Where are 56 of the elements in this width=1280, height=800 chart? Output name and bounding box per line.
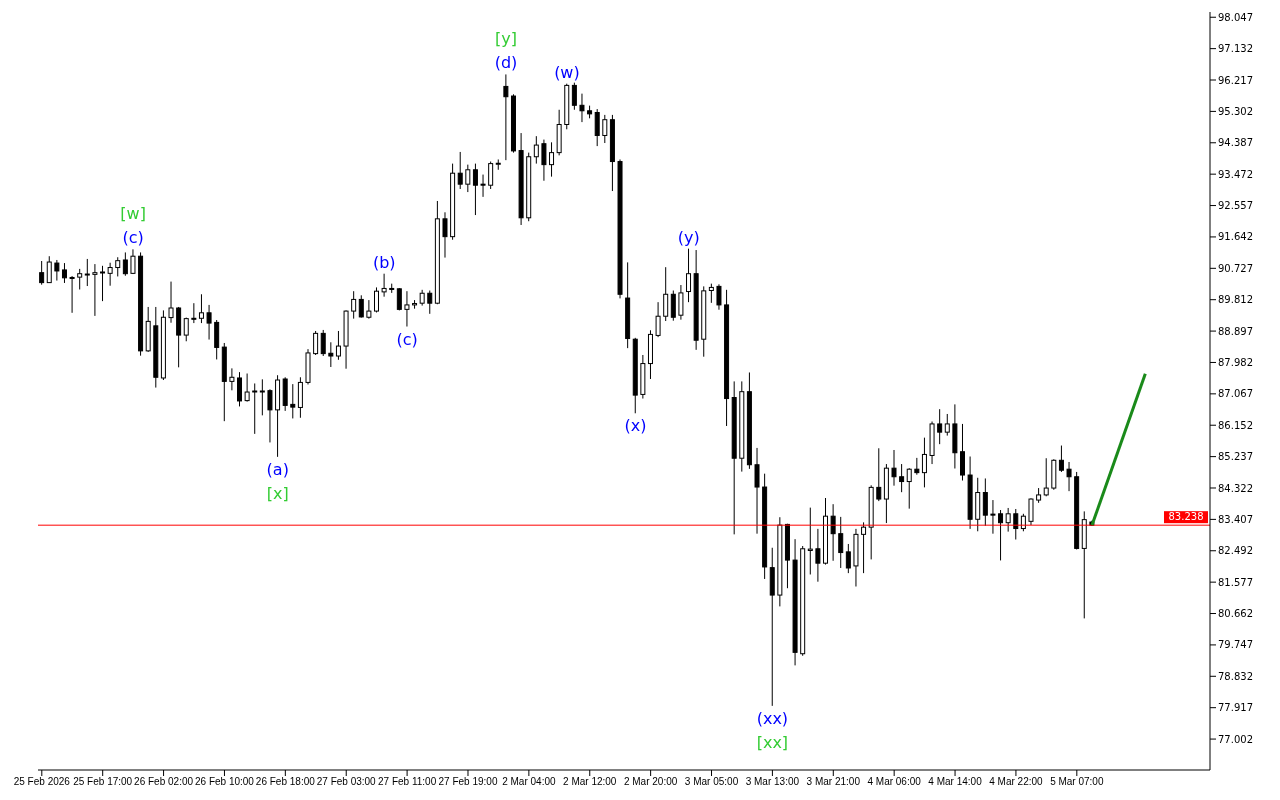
x-tick-label: 2 Mar 12:00 [563, 776, 617, 788]
y-tick-label: 94.387 [1218, 137, 1253, 149]
annotation: (w) [554, 62, 580, 82]
x-tick-label: 4 Mar 14:00 [928, 776, 983, 788]
x-tick-label: 3 Mar 21:00 [806, 776, 861, 788]
x-tick-label: 26 Feb 18:00 [255, 776, 316, 788]
annotation: (xx) [756, 708, 789, 728]
y-tick-label: 77.917 [1218, 702, 1253, 714]
y-tick-label: 82.492 [1218, 545, 1253, 557]
annotation: [w] [120, 204, 146, 224]
annotation: (c) [122, 228, 144, 248]
y-tick-label: 79.747 [1218, 639, 1253, 651]
x-tick-label: 27 Feb 19:00 [438, 776, 498, 788]
y-tick-label: 88.897 [1218, 325, 1253, 337]
y-tick-label: 86.152 [1218, 419, 1253, 431]
y-tick-label: 91.642 [1218, 231, 1253, 243]
x-tick-label: 2 Mar 04:00 [502, 776, 556, 788]
y-tick-label: 92.557 [1218, 200, 1253, 212]
annotation: (b) [372, 252, 396, 272]
y-tick-label: 95.302 [1218, 105, 1253, 117]
y-tick-label: 80.662 [1218, 608, 1253, 620]
annotation: (d) [494, 53, 518, 73]
annotation: (c) [396, 329, 418, 349]
x-tick-label: 2 Mar 20:00 [623, 776, 678, 788]
y-tick-label: 87.982 [1218, 357, 1253, 369]
y-tick-label: 89.812 [1218, 294, 1253, 306]
x-tick-label: 3 Mar 05:00 [684, 776, 739, 788]
y-tick-label: 90.727 [1218, 262, 1253, 274]
y-tick-label: 78.832 [1218, 670, 1253, 682]
x-tick-label: 26 Feb 02:00 [134, 776, 194, 788]
y-tick-label: 83.407 [1218, 513, 1253, 525]
y-tick-label: 84.322 [1218, 482, 1253, 494]
annotation: (a) [266, 459, 289, 479]
x-tick-label: 4 Mar 06:00 [867, 776, 922, 788]
annotation: (x) [624, 416, 647, 436]
x-tick-label: 3 Mar 13:00 [745, 776, 800, 788]
y-tick-label: 77.002 [1218, 733, 1253, 745]
x-tick-label: 26 Feb 10:00 [194, 776, 255, 788]
annotation: [x] [266, 483, 289, 503]
y-tick-label: 85.237 [1218, 451, 1253, 463]
x-tick-label: 4 Mar 22:00 [989, 776, 1044, 788]
x-tick-label: 25 Feb 2026 [13, 776, 71, 788]
annotation: [xx] [756, 732, 789, 752]
x-tick-label: 27 Feb 03:00 [316, 776, 377, 788]
y-tick-label: 87.067 [1218, 388, 1253, 400]
x-tick-label: 5 Mar 07:00 [1050, 776, 1104, 788]
y-tick-label: 96.217 [1218, 74, 1253, 86]
y-tick-label: 97.132 [1218, 43, 1253, 55]
x-tick-label: 25 Feb 17:00 [73, 776, 133, 788]
x-tick-label: 27 Feb 11:00 [378, 776, 437, 788]
y-tick-label: 93.472 [1218, 168, 1253, 180]
y-tick-label: 98.047 [1218, 11, 1253, 23]
annotation: (y) [677, 227, 700, 247]
y-tick-label: 81.577 [1218, 576, 1253, 588]
annotation: [y] [495, 29, 518, 49]
ref-line-label: 83.238 [1168, 511, 1204, 523]
